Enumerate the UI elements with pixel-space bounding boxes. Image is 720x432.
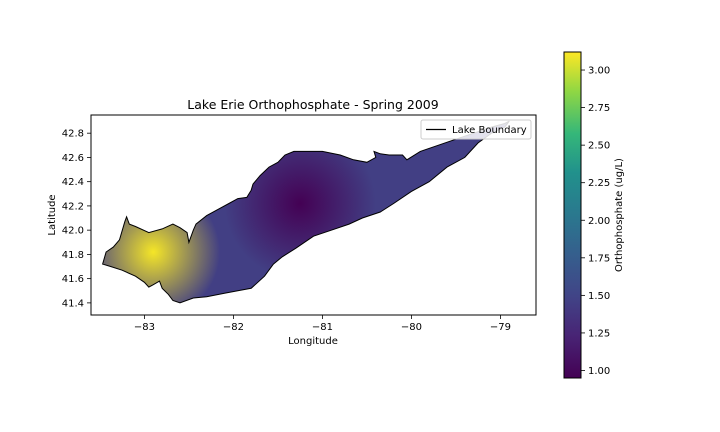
legend-box — [420, 119, 532, 140]
colorbar-fill — [564, 52, 581, 378]
colorbar-tick-label: 2.00 — [588, 216, 610, 227]
colorbar-axis: 1.00 1.25 1.50 1.75 2.00 2.25 2.50 2.75 3.00 — [581, 66, 610, 377]
concentration-feature — [224, 127, 376, 280]
y-tick-label: 42.0 — [62, 226, 84, 237]
colorbar-label: Orthophosphate (ug/L) — [614, 158, 625, 272]
colorbar-frame — [563, 51, 582, 379]
y-tick-label: 42.6 — [62, 153, 84, 164]
y-tick-label: 42.4 — [62, 177, 84, 188]
x-axis-label: Longitude — [288, 336, 338, 347]
y-tick-label: 42.8 — [62, 129, 84, 140]
plot-frame — [90, 114, 537, 316]
colorbar-tick-label: 3.00 — [588, 66, 610, 77]
legend: Lake Boundary — [420, 119, 532, 140]
x-tick-label: −79 — [490, 322, 511, 333]
colorbar-tick-label: 1.25 — [588, 328, 610, 339]
legend-label: Lake Boundary — [452, 125, 527, 136]
colorbar-tick-label: 2.75 — [588, 103, 610, 114]
colorbar-tick-label: 2.25 — [588, 178, 610, 189]
lake-boundary-line — [101, 120, 510, 304]
concentration-field — [102, 121, 510, 303]
chart-title: Lake Erie Orthophosphate - Spring 2009 — [187, 97, 438, 112]
x-tick-label: −81 — [312, 322, 333, 333]
lake-heatmap-area — [101, 120, 510, 304]
colorbar-tick-label: 1.75 — [588, 253, 610, 264]
colorbar-tick-label: 1.50 — [588, 291, 610, 302]
x-axis: −83 −82 −81 −80 −79 — [134, 315, 511, 333]
y-axis-label: Latitude — [47, 194, 58, 235]
colorbar-tick-label: 1.00 — [588, 366, 610, 377]
x-tick-label: −83 — [134, 322, 155, 333]
y-tick-label: 41.8 — [62, 250, 84, 261]
x-tick-label: −80 — [401, 322, 422, 333]
y-axis: 41.4 41.6 41.8 42.0 42.2 42.4 42.6 42.8 — [62, 129, 91, 309]
y-tick-label: 41.6 — [62, 274, 84, 285]
y-tick-label: 42.2 — [62, 201, 84, 212]
x-tick-label: −82 — [223, 322, 244, 333]
y-tick-label: 41.4 — [62, 298, 84, 309]
colorbar: 1.00 1.25 1.50 1.75 2.00 2.25 2.50 2.75 3.00 Ort… — [563, 51, 625, 379]
colorbar-tick-label: 2.50 — [588, 141, 610, 152]
